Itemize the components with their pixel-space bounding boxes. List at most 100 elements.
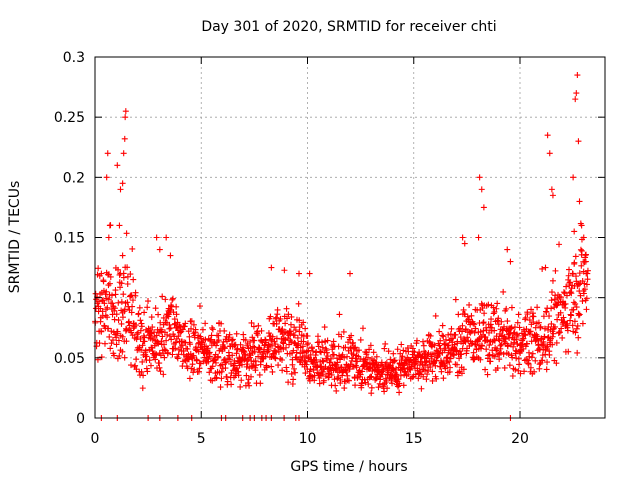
data-point	[132, 289, 139, 296]
data-point	[175, 333, 182, 340]
data-point	[459, 328, 466, 335]
data-point	[440, 375, 447, 382]
data-point	[539, 265, 546, 272]
data-point	[111, 307, 118, 314]
data-point	[188, 365, 195, 372]
data-point	[504, 343, 511, 350]
data-point	[186, 375, 193, 382]
data-point	[449, 335, 456, 342]
data-point	[543, 366, 550, 373]
data-point	[169, 296, 176, 303]
data-point	[442, 365, 449, 372]
data-point	[510, 343, 517, 350]
data-point	[336, 311, 343, 318]
data-point	[424, 371, 431, 378]
data-point	[422, 359, 429, 366]
data-point	[525, 360, 532, 367]
data-point	[404, 344, 411, 351]
data-point	[485, 301, 492, 308]
data-point	[367, 342, 374, 349]
data-point	[395, 376, 402, 383]
data-point	[149, 336, 156, 343]
data-point	[528, 306, 535, 313]
data-point	[291, 332, 298, 339]
data-point	[348, 332, 355, 339]
data-point	[95, 298, 102, 305]
data-point	[279, 367, 286, 374]
data-point	[296, 270, 302, 277]
data-point	[209, 324, 216, 331]
data-point	[481, 310, 488, 317]
data-point	[228, 381, 235, 388]
data-point	[579, 298, 586, 305]
data-point	[461, 240, 468, 247]
data-point	[442, 336, 449, 343]
data-point	[155, 340, 162, 347]
grid-lines	[95, 57, 605, 418]
data-point	[563, 292, 570, 299]
data-point	[283, 364, 290, 371]
data-point	[257, 358, 264, 365]
data-point	[122, 114, 129, 121]
data-point	[113, 341, 120, 348]
data-point	[429, 368, 436, 375]
data-point	[145, 298, 152, 305]
data-point	[334, 375, 341, 382]
data-point	[313, 356, 320, 363]
data-point	[233, 330, 240, 337]
data-point	[393, 371, 400, 378]
data-point	[415, 375, 422, 382]
data-point	[548, 305, 555, 312]
data-point	[549, 277, 556, 284]
data-point	[338, 364, 345, 371]
data-point	[109, 300, 116, 307]
data-point	[136, 304, 143, 311]
data-point	[396, 380, 403, 387]
data-point	[582, 252, 589, 259]
data-point	[569, 322, 576, 329]
data-point	[420, 342, 427, 349]
data-point	[534, 333, 541, 340]
data-point	[135, 310, 142, 317]
data-point	[125, 318, 132, 325]
data-point	[522, 332, 529, 339]
data-point	[252, 367, 259, 374]
data-point	[507, 258, 514, 265]
data-point	[317, 364, 324, 371]
data-point	[159, 293, 166, 300]
data-point	[495, 315, 502, 322]
data-point	[354, 358, 361, 365]
data-point	[117, 186, 124, 193]
data-point	[335, 343, 342, 350]
data-point	[139, 342, 146, 349]
data-point	[459, 234, 466, 241]
data-point	[543, 309, 550, 316]
data-point	[195, 348, 202, 355]
data-point	[129, 245, 136, 252]
data-point	[346, 336, 353, 343]
data-point	[373, 375, 380, 382]
data-point	[341, 385, 348, 392]
data-point	[238, 377, 245, 384]
data-point	[279, 356, 286, 363]
data-point	[462, 326, 469, 333]
data-point	[189, 361, 196, 368]
data-point	[569, 270, 576, 277]
data-point	[202, 320, 209, 327]
data-point	[331, 376, 338, 383]
data-point	[536, 361, 543, 368]
data-point	[109, 337, 116, 344]
data-point	[494, 300, 501, 307]
data-point	[574, 322, 581, 329]
data-point	[114, 355, 121, 362]
data-point	[122, 108, 129, 115]
data-point	[195, 368, 202, 375]
data-point	[285, 311, 292, 318]
data-point	[458, 351, 465, 358]
data-point	[553, 339, 560, 346]
data-point	[423, 358, 430, 365]
data-point	[438, 368, 445, 375]
data-point	[452, 331, 459, 338]
data-point	[332, 382, 339, 389]
data-point	[381, 388, 388, 395]
